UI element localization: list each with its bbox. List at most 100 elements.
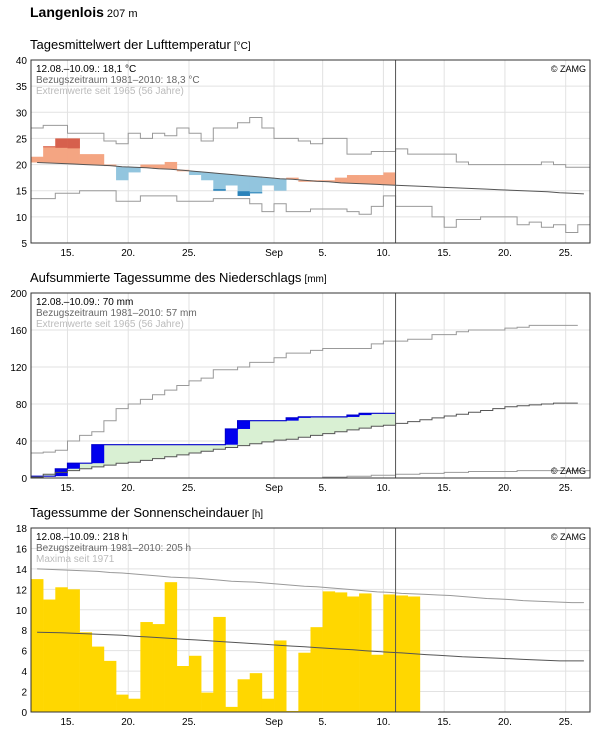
sunshine-bar [274, 640, 287, 712]
strong-cold-bar [213, 189, 226, 191]
sunshine-bar [164, 582, 178, 712]
warm-anomaly-bar [140, 164, 153, 168]
strong-warm-bar [55, 138, 68, 148]
x-tick-label: 15. [61, 248, 75, 259]
max-extreme-line [37, 568, 584, 604]
daily-precip-bar [67, 463, 80, 469]
sunshine-bar [322, 591, 336, 712]
warm-anomaly-bar [152, 164, 165, 169]
cold-anomaly-bar [274, 178, 287, 191]
x-tick-label: 15. [437, 248, 451, 259]
normal-cumulative-line [31, 402, 578, 478]
info-reference: Bezugszeitraum 1981–2010: 205 h [36, 543, 191, 554]
y-tick-label: 30 [16, 108, 28, 119]
sunshine-bar [128, 698, 141, 712]
x-tick-label: 10. [376, 483, 390, 494]
warm-anomaly-bar [91, 154, 105, 166]
sunshine-bar [383, 594, 396, 712]
x-tick-label: 25. [182, 483, 196, 494]
sunshine-bar [237, 679, 251, 712]
daily-precip-bar [286, 417, 299, 421]
x-tick-label: 20. [498, 248, 512, 259]
y-tick-label: 200 [10, 289, 27, 300]
sunshine-bar [116, 694, 129, 712]
sunshine-bar [31, 579, 44, 712]
warm-anomaly-bar [383, 172, 396, 185]
sunshine-unit: [h] [251, 509, 264, 520]
cold-anomaly-bar [261, 177, 275, 186]
sunshine-bar [43, 599, 56, 712]
sunshine-bar [79, 632, 93, 712]
x-tick-label: 10. [376, 248, 390, 259]
cold-anomaly-bar [128, 167, 141, 173]
warm-anomaly-bar [31, 156, 44, 163]
sunshine-bar [359, 593, 372, 712]
x-tick-label: Sep [265, 483, 283, 494]
station-elevation: 207 m [106, 8, 138, 20]
station-name: Langenlois [30, 4, 104, 20]
y-tick-label: 20 [16, 161, 28, 172]
cold-anomaly-bar [249, 176, 263, 194]
x-tick-label: 25. [559, 248, 573, 259]
zamg-credit: © ZAMG [551, 532, 586, 542]
observed-cumulative-line [31, 412, 396, 477]
max-extreme-line [31, 324, 578, 454]
sunshine-bar [249, 673, 263, 712]
sunshine-bar [225, 706, 238, 712]
y-tick-label: 10 [16, 606, 28, 617]
sunshine-bar [371, 654, 384, 712]
sunshine-bar [91, 646, 105, 712]
sunshine-title-text: Tagessumme der Sonnenscheindauer [30, 505, 249, 520]
max-extreme-line [31, 117, 590, 168]
precipitation-title-text: Aufsummierte Tagessumme des Niederschlag… [30, 270, 302, 285]
info-current: 12.08.–10.09.: 70 mm [36, 297, 133, 308]
cold-anomaly-bar [213, 173, 226, 191]
y-tick-label: 5 [21, 239, 27, 250]
y-tick-label: 0 [21, 708, 27, 719]
cold-anomaly-bar [116, 166, 129, 181]
x-tick-label: 25. [559, 483, 573, 494]
warm-anomaly-bar [286, 177, 299, 180]
x-tick-label: 15. [61, 483, 75, 494]
y-tick-label: 12 [16, 585, 28, 596]
normal-line [37, 631, 584, 662]
y-tick-label: 15 [16, 187, 28, 198]
strong-cold-bar [249, 192, 263, 194]
x-tick-label: 5. [318, 248, 326, 259]
warm-anomaly-bar [334, 177, 348, 183]
info-current: 12.08.–10.09.: 218 h [36, 532, 128, 543]
y-tick-label: 2 [21, 688, 27, 699]
y-tick-label: 40 [16, 437, 28, 448]
info-reference: Bezugszeitraum 1981–2010: 57 mm [36, 308, 197, 319]
sunshine-bar [201, 692, 214, 712]
sunshine-chart-title: Tagessumme der Sonnenscheindauer [h] [30, 505, 263, 520]
sunshine-bar [334, 592, 348, 712]
sunshine-bar [395, 595, 409, 712]
x-tick-label: 5. [318, 483, 326, 494]
x-tick-label: 10. [376, 717, 390, 728]
x-tick-label: 20. [121, 483, 135, 494]
sunshine-bar [140, 622, 153, 712]
warm-anomaly-bar [359, 175, 372, 184]
precipitation-chart-title: Aufsummierte Tagessumme des Niederschlag… [30, 270, 327, 285]
plot-border [30, 292, 591, 479]
sunshine-bar [176, 666, 190, 712]
temperature-chart: 40 35 30 25 20 15 10 5 15. 20. 25. Sep 5. 10. 15. 20. 25… [16, 56, 591, 259]
min-extreme-line [31, 470, 590, 479]
zamg-credit: © ZAMG [551, 466, 586, 476]
y-tick-label: 4 [21, 667, 27, 678]
warm-anomaly-bar [79, 154, 93, 165]
x-tick-label: Sep [265, 717, 283, 728]
x-tick-label: 15. [437, 717, 451, 728]
sunshine-bar [261, 698, 275, 712]
plot-border [30, 527, 591, 713]
x-tick-label: 20. [121, 248, 135, 259]
x-tick-label: 15. [61, 717, 75, 728]
sunshine-bar [55, 587, 68, 712]
y-tick-label: 14 [16, 565, 28, 576]
temperature-chart-title: Tagesmittelwert der Lufttemperatur [°C] [30, 37, 251, 52]
strong-warm-bar [67, 138, 80, 149]
precipitation-chart: 200 160 120 80 40 0 15. 20. 25. Sep 5. 10. 15. 20. 25.… [10, 289, 591, 494]
warm-anomaly-bar [164, 161, 178, 170]
info-reference: Bezugszeitraum 1981–2010: 18,3 °C [36, 75, 200, 86]
